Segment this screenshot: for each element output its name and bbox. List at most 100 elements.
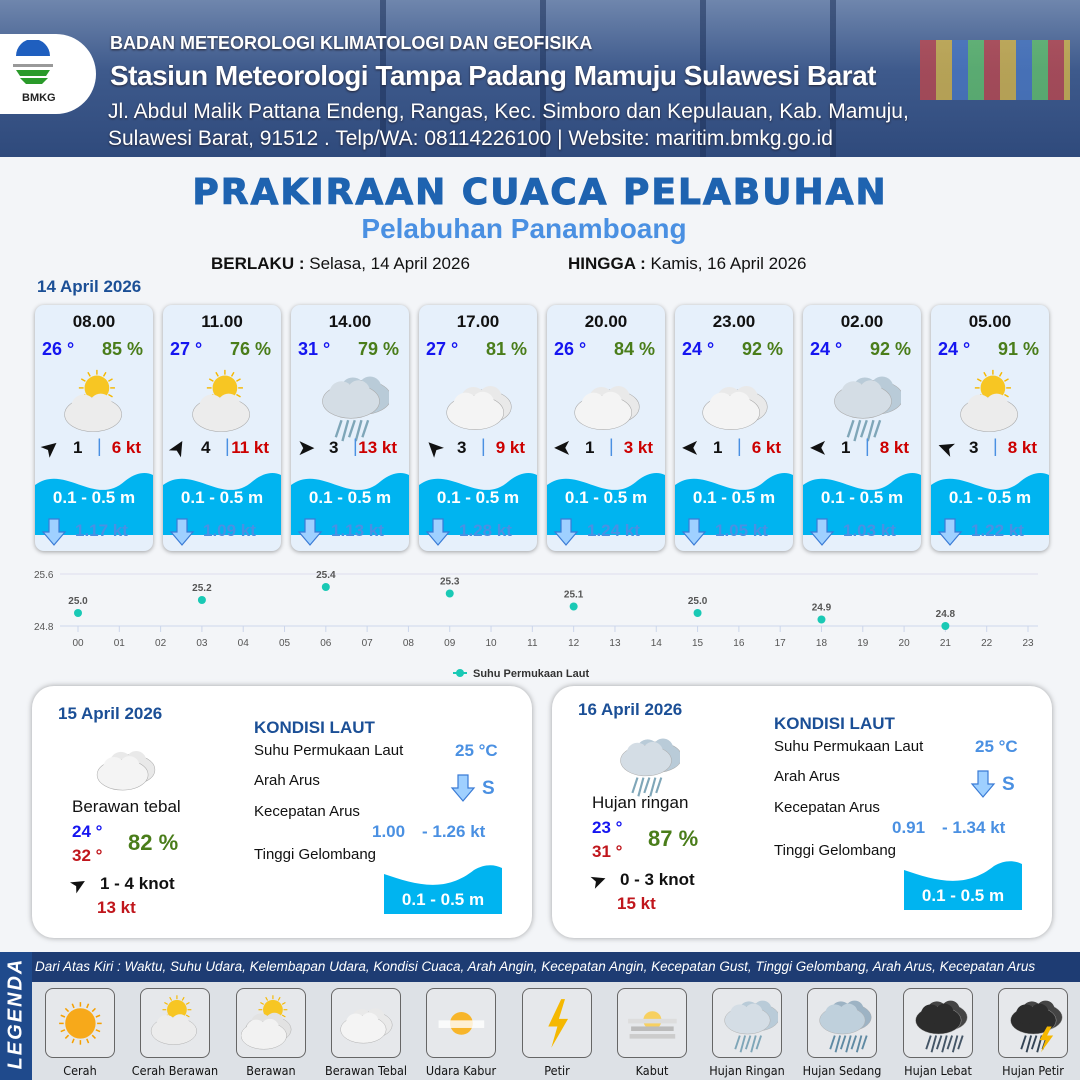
gust-speed: 13 kt — [358, 438, 397, 457]
legend-item-label: Berawan Tebal — [324, 1063, 407, 1078]
page-subtitle: Pelabuhan Panamboang — [361, 213, 687, 244]
wave-height: 0.1 - 0.5 m — [308, 488, 392, 507]
current-speed-label: Kecepatan Arus — [254, 803, 360, 820]
wave-icon — [675, 473, 793, 535]
legend-item-label: Petir — [543, 1063, 570, 1078]
separator: | — [993, 436, 998, 456]
air-temperature: 27 ° — [170, 339, 203, 359]
current-speed: 1.13 kt — [331, 521, 384, 540]
separator: | — [737, 436, 742, 456]
sst-value: 25 °C — [975, 737, 1018, 756]
header-banner: BMKG BADAN METEOROLOGI KLIMATOLOGI DAN G… — [0, 0, 1080, 157]
weather-condition: Hujan ringan — [592, 793, 689, 812]
min-temperature: 24 ° — [72, 822, 103, 841]
gust-speed: 8 kt — [1007, 438, 1037, 457]
x-tick-label: 18 — [816, 638, 828, 649]
wave-height-label: Tinggi Gelombang — [774, 842, 897, 859]
legend-item-label: Berawan — [245, 1063, 296, 1078]
legend-item-berawan — [235, 988, 306, 1058]
current-direction-icon — [169, 518, 195, 546]
forecast-card: 05.00 24 ° 91 % ➤ 3 | 8 kt 0.1 - 0.5 m 1… — [931, 305, 1049, 551]
wave-height: 0.1 - 0.5 m — [401, 890, 485, 909]
gust-speed: 11 kt — [231, 438, 269, 457]
org-name: BADAN METEOROLOGI KLIMATOLOGI DAN GEOFIS… — [110, 33, 593, 53]
current-direction-icon — [681, 518, 707, 546]
current-speed-min: 1.00 — [372, 822, 406, 841]
wind-speed-range: 0 - 3 knot — [620, 870, 695, 889]
berawan-icon — [240, 995, 291, 1050]
current-direction-label: Arah Arus — [774, 768, 840, 785]
wave-icon — [163, 473, 281, 535]
cerah-berawan-icon — [960, 369, 1018, 432]
data-point — [321, 583, 330, 591]
wave-height: 0.1 - 0.5 m — [948, 488, 1032, 507]
valid-from-value: Selasa, 14 April 2026 — [309, 254, 470, 273]
forecast-card: 08.00 26 ° 85 % ➤ 1 | 6 kt 0.1 - 0.5 m 1… — [35, 305, 153, 551]
legend: LEGENDA Dari Atas Kiri : Waktu, Suhu Uda… — [0, 952, 1080, 1080]
x-tick-label: 06 — [320, 638, 332, 649]
separator: | — [97, 436, 102, 456]
wind-speed-range: 1 - 4 knot — [100, 874, 175, 893]
wave-height-label: Tinggi Gelombang — [254, 846, 377, 863]
legend-item-cerah-berawan — [140, 988, 211, 1058]
berawan-tebal-icon — [446, 386, 512, 430]
wind-speed: 3 — [969, 438, 979, 457]
humidity: 87 % — [648, 826, 699, 851]
current-direction-icon — [297, 518, 323, 546]
current-speed-max: - 1.34 kt — [942, 818, 1006, 837]
x-tick-label: 14 — [651, 638, 663, 649]
air-temperature: 24 ° — [682, 339, 715, 359]
x-tick-label: 08 — [403, 638, 415, 649]
forecast-time: 05.00 — [968, 312, 1012, 331]
humidity: 92 % — [741, 339, 783, 359]
panel-date: 16 April 2026 — [578, 700, 683, 719]
legend-item-berawan-tebal — [330, 988, 401, 1058]
x-tick-label: 01 — [114, 638, 126, 649]
data-label: 25.2 — [192, 583, 212, 594]
x-tick-label: 03 — [196, 638, 208, 649]
current-speed: 1.28 kt — [459, 521, 512, 540]
wave-height: 0.1 - 0.5 m — [820, 488, 904, 507]
current-direction-icon — [41, 518, 67, 546]
data-point — [817, 615, 826, 624]
x-tick-label: 23 — [1022, 638, 1034, 649]
valid-to: HINGGA : Kamis, 16 April 2026 — [568, 254, 806, 274]
legend-item-label: Kabut — [635, 1063, 669, 1078]
humidity: 79 % — [357, 339, 399, 359]
sst-value: 25 °C — [455, 741, 498, 760]
wind-direction-icon: ➤ — [297, 435, 316, 460]
gust-speed: 9 kt — [495, 438, 525, 457]
legend-item-cerah — [45, 988, 115, 1058]
data-label: 25.0 — [68, 596, 88, 607]
current-speed-label: Kecepatan Arus — [774, 799, 880, 816]
data-label: 25.0 — [688, 596, 708, 607]
address-line-2: Sulawesi Barat, 91512 . Telp/WA: 0811422… — [108, 127, 833, 150]
wave-height: 0.1 - 0.5 m — [921, 886, 1005, 905]
x-tick-label: 16 — [733, 638, 745, 649]
air-temperature: 26 ° — [42, 339, 75, 359]
hujan-lebat-icon — [915, 1000, 968, 1053]
legend-side: LEGENDA — [0, 952, 32, 1080]
hujan-ringan-icon — [620, 738, 682, 797]
humidity: 82 % — [128, 830, 179, 855]
legend-item-label: Hujan Lebat — [903, 1063, 972, 1078]
wave-icon — [291, 473, 409, 535]
panel-date: 15 April 2026 — [58, 704, 163, 723]
forecast-time: 11.00 — [201, 312, 243, 331]
hujan-ringan-icon — [724, 1000, 780, 1053]
x-tick-label: 17 — [775, 638, 787, 649]
current-speed: 1.24 kt — [587, 521, 640, 540]
legend-description: Dari Atas Kiri : Waktu, Suhu Udara, Kele… — [32, 952, 1080, 982]
x-tick-label: 11 — [527, 638, 538, 649]
x-tick-label: 10 — [485, 638, 497, 649]
wind-direction-icon: ➤ — [553, 436, 572, 461]
air-temperature: 27 ° — [426, 339, 459, 359]
forecast-card: 17.00 27 ° 81 % ➤ 3 | 9 kt 0.1 - 0.5 m 1… — [419, 305, 537, 551]
cerah-berawan-icon — [151, 995, 198, 1045]
current-speed: 1.22 kt — [971, 521, 1024, 540]
current-direction-icon — [553, 518, 579, 546]
max-temperature: 32 ° — [72, 846, 103, 865]
current-direction-icon — [450, 774, 476, 802]
forecast-card: 11.00 27 ° 76 % ➤ 4 | 11 kt 0.1 - 0.5 m … — [163, 305, 281, 551]
logo-text: BMKG — [22, 92, 56, 104]
